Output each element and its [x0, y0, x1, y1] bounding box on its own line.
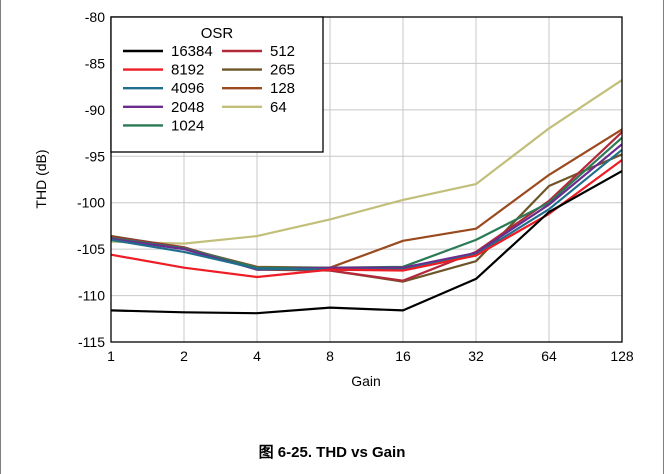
- series-line-osr-2048: [110, 143, 623, 271]
- legend-label: 4096: [171, 80, 204, 97]
- legend-item-osr-64: 64: [222, 99, 287, 116]
- legend-label: 265: [270, 62, 295, 79]
- y-tick-labels: -80 -85 -90 -95 -100 -105 -110 -115: [77, 9, 105, 350]
- x-tick-label: 1: [107, 348, 115, 364]
- y-tick-label: -85: [85, 55, 105, 71]
- series-line-osr-64: [110, 79, 623, 245]
- legend-item-osr-2048: 2048: [123, 99, 204, 116]
- legend-box: [110, 16, 324, 153]
- legend-label: 128: [270, 80, 295, 97]
- x-tick-label: 8: [326, 348, 334, 364]
- x-axis-label: Gain: [351, 373, 381, 389]
- y-tick-label: -80: [85, 9, 105, 25]
- x-tick-labels: 1 2 4 8 16 32 64 128: [107, 348, 634, 364]
- y-tick-label: -100: [77, 195, 105, 211]
- y-axis-label: THD (dB): [33, 149, 49, 208]
- thd-vs-gain-chart: -80-85-90-95-100-105-110-115 1 2 4 8 16 32 64 1…: [33, 9, 634, 389]
- legend-label: 2048: [171, 99, 204, 116]
- grid-lines: [111, 17, 622, 342]
- legend-item-osr-512: 512: [222, 43, 295, 60]
- legend-item-osr-8192: 8192: [123, 62, 204, 79]
- legend-label: 64: [270, 99, 287, 116]
- series-line-osr-8192: [110, 159, 623, 279]
- y-tick-label: -90: [85, 102, 105, 118]
- legend-item-osr-128: 128: [222, 80, 295, 97]
- legend-label: 8192: [171, 62, 204, 79]
- x-tick-label: 32: [468, 348, 484, 364]
- y-tick-label: -105: [77, 241, 105, 257]
- x-tick-label: 16: [395, 348, 411, 364]
- legend-label: 512: [270, 43, 295, 60]
- y-tick-label: -110: [78, 288, 105, 304]
- legend-item-osr-16384: 16384: [123, 43, 213, 60]
- y-tick-label: -95: [85, 148, 105, 164]
- legend-item-osr-4096: 4096: [123, 80, 204, 97]
- legend-item-osr-1024: 1024: [123, 117, 204, 134]
- x-tick-label: 128: [610, 348, 634, 364]
- legend-item-osr-265: 265: [222, 62, 295, 79]
- series-line-osr-265: [110, 153, 623, 283]
- legend-label: 1024: [171, 117, 204, 134]
- series-line-osr-16384: [110, 170, 623, 315]
- series-lines: [110, 79, 623, 315]
- x-tick-label: 2: [180, 348, 188, 364]
- legend-title: OSR: [201, 25, 234, 42]
- legend-label: 16384: [171, 43, 213, 60]
- x-tick-label: 4: [253, 348, 261, 364]
- y-tick-label: -115: [78, 334, 105, 350]
- plot-area-border: [110, 16, 623, 343]
- figure-caption: 图 6-25. THD vs Gain: [258, 444, 406, 461]
- x-tick-label: 64: [541, 348, 557, 364]
